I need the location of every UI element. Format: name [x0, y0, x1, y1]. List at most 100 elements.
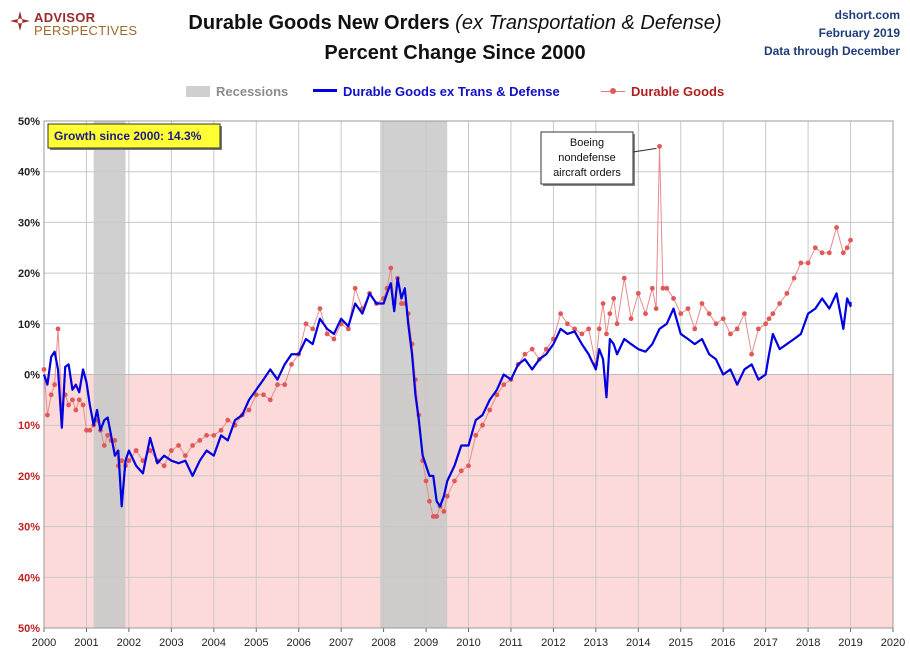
durable-goods-point-100 [596, 326, 602, 332]
y-tick-label-5: 0% [24, 370, 40, 382]
compass-icon [10, 11, 30, 31]
x-tick-label-2: 2002 [117, 637, 141, 649]
durable-goods-point-127 [756, 326, 761, 332]
y-tick-label-9: 40% [18, 572, 40, 584]
y-tick-label-6: 10% [18, 420, 40, 432]
durable-goods-point-83 [480, 422, 485, 428]
durable-goods-point-94 [558, 311, 564, 317]
chart-title-main: Durable Goods New Orders [188, 12, 450, 34]
durable-goods-point-72 [423, 478, 429, 484]
durable-goods-point-133 [791, 275, 797, 281]
durable-goods-point-85 [494, 392, 500, 398]
chart-subtitle: Percent Change Since 2000 [324, 42, 586, 64]
x-tick-label-20: 2020 [881, 637, 905, 649]
durable-goods-point-42 [253, 392, 259, 398]
durable-goods-point-51 [317, 306, 323, 311]
durable-goods-point-77 [441, 508, 447, 514]
durable-goods-point-129 [766, 316, 772, 322]
durable-goods-point-89 [522, 351, 528, 357]
durable-goods-point-65 [399, 301, 404, 306]
durable-goods-point-101 [600, 301, 606, 306]
durable-goods-point-97 [579, 331, 585, 337]
durable-goods-point-113 [660, 285, 666, 291]
durable-goods-point-138 [826, 250, 832, 256]
legend-recessions-label: Recessions [216, 84, 289, 99]
durable-goods-point-38 [225, 417, 231, 423]
durable-goods-point-118 [692, 326, 698, 332]
x-tick-label-8: 2008 [371, 637, 395, 649]
legend-series2-label: Durable Goods [631, 84, 725, 99]
durable-goods-point-108 [635, 290, 641, 296]
durable-goods-point-34 [197, 438, 203, 443]
durable-goods-point-81 [466, 463, 471, 469]
durable-goods-point-123 [728, 331, 733, 337]
durable-goods-point-41 [246, 407, 252, 413]
durable-goods-point-17 [101, 443, 107, 448]
durable-goods-point-96 [572, 326, 578, 332]
y-tick-label-7: 20% [18, 471, 40, 483]
durable-goods-point-24 [126, 458, 132, 464]
durable-goods-point-112 [657, 143, 662, 149]
durable-goods-point-136 [812, 245, 818, 251]
durable-goods-point-105 [614, 321, 620, 327]
y-tick-label-4: 10% [18, 319, 40, 331]
durable-goods-point-130 [770, 311, 776, 317]
series-ex-trans-line [42, 277, 852, 508]
durable-goods-point-22 [119, 458, 125, 464]
durable-goods-point-86 [501, 382, 507, 388]
durable-goods-point-12 [84, 427, 89, 433]
durable-goods-point-43 [261, 392, 266, 398]
callout-pointer [632, 147, 657, 153]
durable-goods-point-116 [678, 311, 684, 317]
x-tick-label-9: 2009 [414, 637, 438, 649]
legend-series1-label: Durable Goods ex Trans & Defense [343, 84, 560, 99]
durable-goods-point-46 [282, 382, 288, 388]
durable-goods-point-47 [289, 361, 294, 367]
durable-goods-point-111 [653, 306, 659, 311]
durable-goods-point-102 [604, 331, 609, 337]
durable-goods-point-73 [427, 498, 432, 504]
durable-goods-point-25 [133, 448, 139, 453]
x-tick-label-15: 2015 [669, 637, 693, 649]
legend-series2: Durable Goods [601, 84, 724, 99]
durable-goods-point-84 [487, 407, 493, 413]
durable-goods-point-1 [44, 412, 50, 418]
durable-goods-point-104 [611, 296, 617, 301]
durable-goods-point-0 [41, 367, 47, 372]
durable-goods-point-106 [621, 275, 627, 281]
x-tick-label-1: 2001 [74, 637, 98, 649]
x-tick-label-19: 2019 [838, 637, 862, 649]
y-tick-label-10: 50% [18, 623, 40, 635]
logo-text-bottom: PERSPECTIVES [34, 23, 138, 38]
durable-goods-point-82 [473, 432, 479, 438]
brand-logo: ADVISOR PERSPECTIVES [10, 6, 150, 38]
durable-goods-point-37 [218, 427, 224, 433]
publish-date: February 2019 [818, 26, 900, 40]
durable-goods-point-27 [147, 448, 153, 453]
y-tick-label-0: 50% [18, 116, 40, 128]
durable-goods-point-44 [267, 397, 273, 403]
durable-goods-point-115 [671, 296, 676, 301]
source-info: dshort.com February 2019 Data through De… [764, 6, 900, 60]
y-tick-label-3: 20% [18, 268, 40, 280]
durable-goods-point-52 [324, 331, 330, 337]
durable-goods-point-33 [190, 443, 195, 448]
durable-goods-point-140 [840, 250, 846, 256]
logo-text-top: ADVISOR [34, 10, 96, 25]
chart-title: Durable Goods New Orders (ex Transportat… [0, 12, 910, 35]
growth-box-label: Growth since 2000: 14.3% [54, 129, 202, 143]
durable-goods-point-32 [182, 453, 188, 459]
x-tick-label-17: 2017 [753, 637, 777, 649]
durable-goods-point-139 [834, 225, 839, 230]
durable-goods-point-134 [798, 260, 804, 266]
durable-goods-point-121 [713, 321, 719, 327]
x-tick-label-16: 2016 [711, 637, 735, 649]
durable-goods-point-2 [48, 392, 54, 398]
durable-goods-point-117 [685, 306, 691, 311]
durable-goods-point-90 [529, 346, 535, 352]
durable-goods-point-135 [805, 260, 811, 266]
durable-goods-point-114 [664, 285, 670, 291]
y-tick-label-1: 40% [18, 167, 40, 179]
durable-goods-point-8 [70, 397, 75, 403]
